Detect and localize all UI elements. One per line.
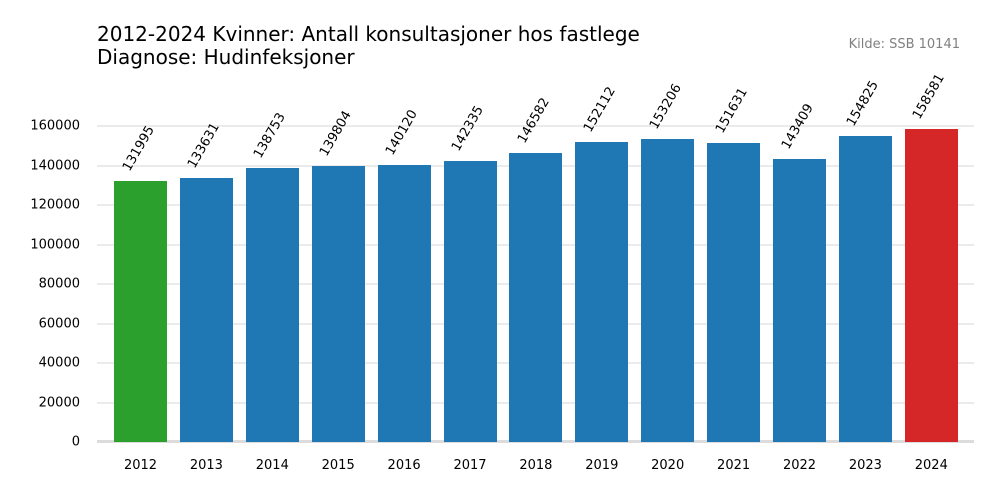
bar-2017 [443,160,497,442]
y-tick-label: 100000 [30,237,80,252]
bar-2023 [838,136,892,442]
data-label: 154825 [844,78,883,130]
x-tick-label: 2012 [123,458,158,473]
gridline [97,125,974,127]
data-label: 142335 [449,103,487,154]
data-label: 133631 [185,120,224,172]
y-tick-label: 20000 [38,395,80,410]
data-label: 151631 [712,85,751,136]
bar-2012 [114,181,167,442]
title-line-2: Diagnose: Hudinfeksjoner [97,45,355,69]
y-tick-label: 60000 [38,316,80,331]
y-tick-label: 160000 [30,118,80,134]
bar-2019 [575,141,629,442]
x-tick-label: 2018 [519,458,553,473]
x-tick-label: 2024 [914,458,948,473]
x-tick-label: 2014 [255,458,289,473]
data-label: 158581 [910,71,949,122]
x-tick-label: 2016 [387,458,421,473]
x-tick-label: 2015 [321,458,355,473]
data-label: 140120 [383,107,421,159]
x-tick-label: 2017 [453,458,487,473]
x-tick-label: 2022 [782,458,817,473]
bar-2014 [245,167,299,442]
data-label: 146582 [514,95,553,146]
y-tick-label: 140000 [30,158,80,173]
bar-2020 [641,139,695,442]
data-label: 139804 [317,108,356,159]
bar-2015 [311,165,365,442]
bar-2021 [707,142,761,442]
chart-title: 2012-2024 Kvinner: Antall konsultasjoner… [97,23,640,69]
y-tick-label: 0 [71,434,80,450]
y-tick-label: 40000 [38,355,80,371]
data-label: 131995 [119,123,158,175]
title-line-1: 2012-2024 Kvinner: Antall konsultasjoner… [97,22,640,46]
x-tick-label: 2021 [717,458,751,473]
x-tick-label: 2019 [585,458,619,473]
y-tick-label: 120000 [30,197,80,213]
x-tick-label: 2013 [189,458,223,473]
bar-2013 [179,178,233,442]
bar-2022 [773,158,826,442]
x-tick-label: 2020 [651,458,685,473]
bar-2024 [904,128,958,442]
data-label: 152112 [580,84,619,135]
data-label: 138753 [251,110,290,161]
bar-2016 [377,165,431,442]
y-tick-label: 80000 [38,276,80,292]
x-tick-label: 2023 [848,458,882,473]
bar-2018 [509,152,563,442]
source-note: Kilde: SSB 10141 [848,37,960,52]
